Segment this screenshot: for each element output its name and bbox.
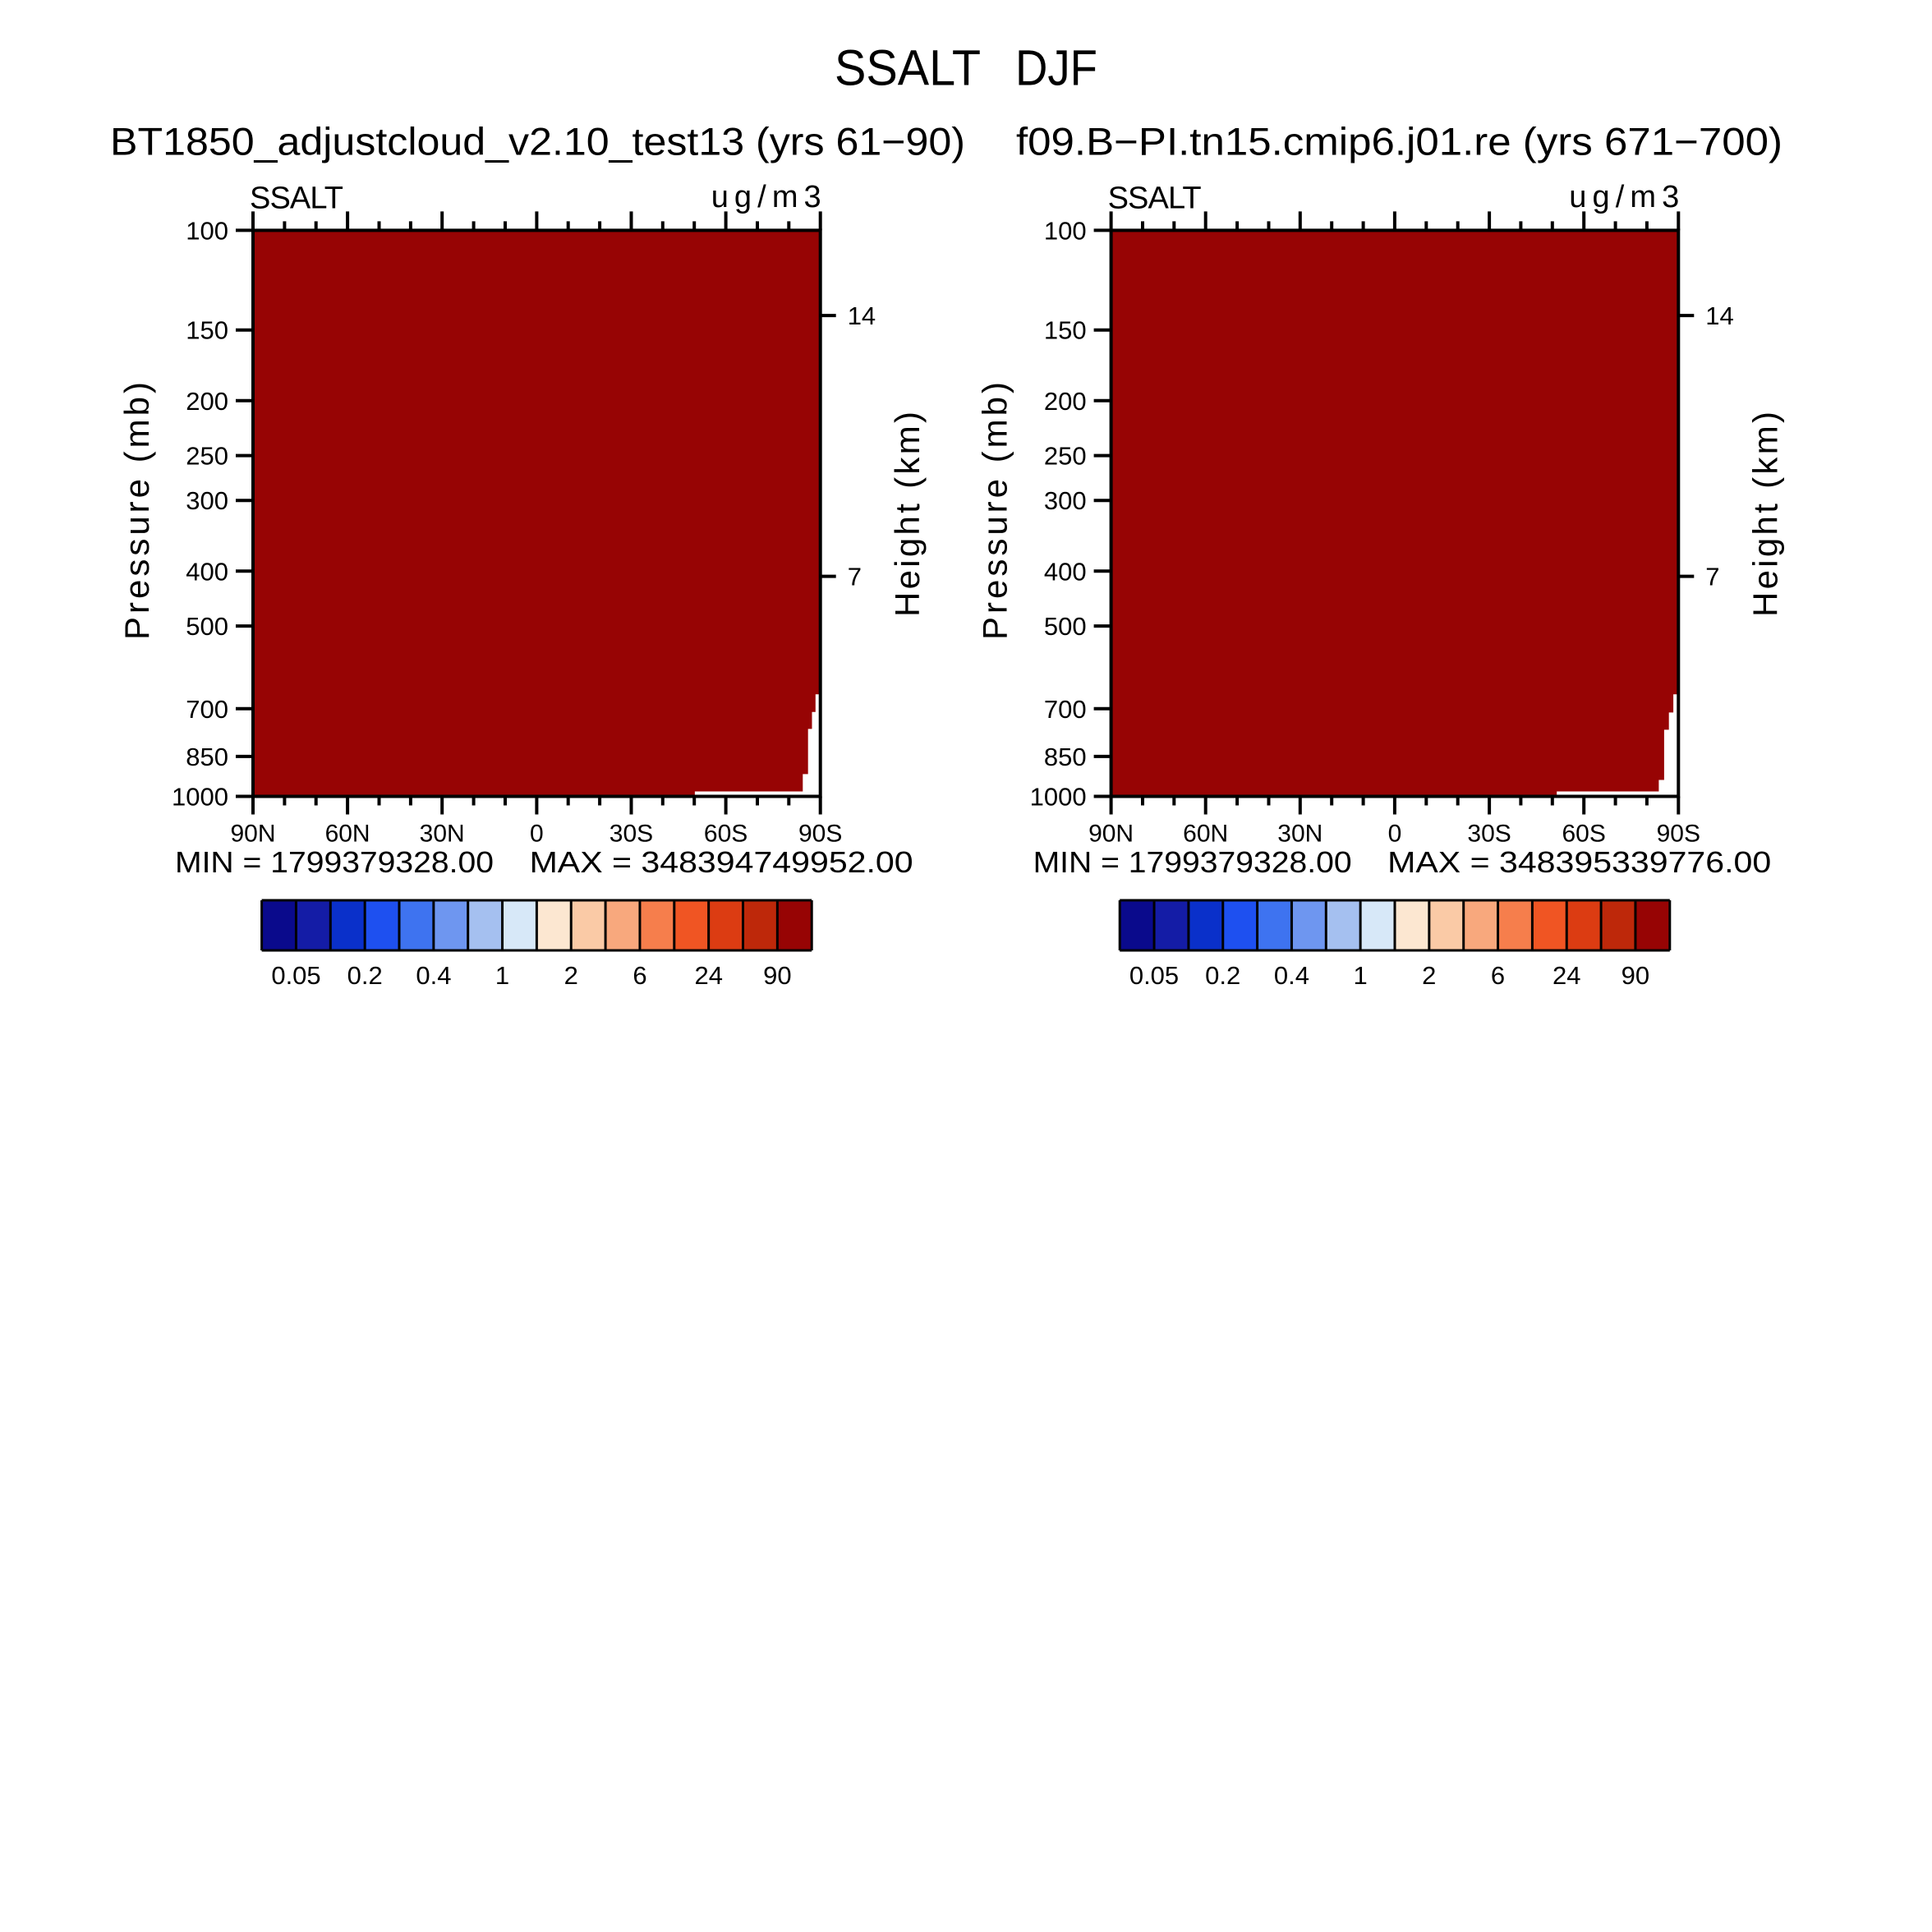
svg-text:60N: 60N xyxy=(325,821,370,848)
svg-text:250: 250 xyxy=(186,442,228,471)
svg-text:30S: 30S xyxy=(610,821,653,848)
svg-text:200: 200 xyxy=(1044,387,1087,416)
svg-text:7: 7 xyxy=(1705,563,1719,591)
svg-text:MIN = 1799379328.00: MIN = 1799379328.00 xyxy=(1033,845,1352,879)
svg-text:2: 2 xyxy=(1422,961,1436,990)
svg-text:f09.B−PI.tn15.cmip6.j01.re (yr: f09.B−PI.tn15.cmip6.j01.re (yrs 671−700) xyxy=(1016,120,1782,163)
svg-text:100: 100 xyxy=(1044,216,1087,245)
svg-text:6: 6 xyxy=(632,961,646,990)
svg-text:MAX = 348395339776.00: MAX = 348395339776.00 xyxy=(1387,845,1771,879)
svg-text:24: 24 xyxy=(694,961,722,990)
svg-text:0.2: 0.2 xyxy=(347,961,383,990)
svg-text:7: 7 xyxy=(848,563,862,591)
svg-text:30N: 30N xyxy=(420,821,465,848)
svg-text:1: 1 xyxy=(495,961,509,990)
svg-text:90S: 90S xyxy=(1657,821,1700,848)
svg-text:150: 150 xyxy=(1044,316,1087,345)
svg-text:Pressure (mb): Pressure (mb) xyxy=(117,382,156,640)
svg-text:200: 200 xyxy=(186,387,228,416)
svg-text:14: 14 xyxy=(848,301,876,330)
svg-text:700: 700 xyxy=(186,695,228,724)
svg-text:850: 850 xyxy=(1044,743,1087,771)
svg-text:1000: 1000 xyxy=(1030,783,1087,812)
svg-text:60S: 60S xyxy=(704,821,748,848)
svg-text:150: 150 xyxy=(186,316,228,345)
svg-text:500: 500 xyxy=(186,612,228,641)
svg-text:850: 850 xyxy=(186,743,228,771)
svg-text:500: 500 xyxy=(1044,612,1087,641)
svg-text:0: 0 xyxy=(1388,821,1402,848)
svg-text:MAX = 348394749952.00: MAX = 348394749952.00 xyxy=(530,845,913,879)
svg-text:0.05: 0.05 xyxy=(1129,961,1179,990)
svg-text:SSALT: SSALT xyxy=(835,40,981,96)
svg-text:90: 90 xyxy=(763,961,791,990)
svg-text:0.4: 0.4 xyxy=(416,961,451,990)
svg-text:1000: 1000 xyxy=(172,783,228,812)
svg-text:300: 300 xyxy=(186,486,228,515)
svg-text:250: 250 xyxy=(1044,442,1087,471)
svg-text:14: 14 xyxy=(1705,301,1733,330)
svg-text:2: 2 xyxy=(564,961,578,990)
svg-text:Pressure (mb): Pressure (mb) xyxy=(976,382,1014,640)
svg-text:300: 300 xyxy=(1044,486,1087,515)
svg-text:60N: 60N xyxy=(1183,821,1228,848)
svg-text:ug/m3: ug/m3 xyxy=(711,180,821,214)
svg-text:DJF: DJF xyxy=(1015,40,1097,96)
svg-text:ug/m3: ug/m3 xyxy=(1569,180,1679,214)
svg-text:6: 6 xyxy=(1491,961,1505,990)
svg-text:30N: 30N xyxy=(1277,821,1322,848)
svg-text:400: 400 xyxy=(186,557,228,586)
svg-text:400: 400 xyxy=(1044,557,1087,586)
svg-text:700: 700 xyxy=(1044,695,1087,724)
svg-text:1: 1 xyxy=(1353,961,1367,990)
svg-text:0.4: 0.4 xyxy=(1274,961,1309,990)
svg-text:100: 100 xyxy=(186,216,228,245)
svg-text:0: 0 xyxy=(530,821,544,848)
svg-text:0.2: 0.2 xyxy=(1205,961,1240,990)
svg-text:90N: 90N xyxy=(1088,821,1134,848)
svg-text:90N: 90N xyxy=(230,821,275,848)
svg-text:BT1850_adjustcloud_v2.10_test1: BT1850_adjustcloud_v2.10_test13 (yrs 61−… xyxy=(110,120,965,163)
svg-text:MIN = 1799379328.00: MIN = 1799379328.00 xyxy=(175,845,494,879)
svg-text:SSALT: SSALT xyxy=(1108,182,1202,216)
svg-text:60S: 60S xyxy=(1562,821,1606,848)
svg-text:90: 90 xyxy=(1622,961,1649,990)
svg-text:90S: 90S xyxy=(798,821,842,848)
svg-text:24: 24 xyxy=(1552,961,1580,990)
svg-text:0.05: 0.05 xyxy=(271,961,320,990)
svg-text:30S: 30S xyxy=(1467,821,1511,848)
svg-text:SSALT: SSALT xyxy=(250,182,343,216)
